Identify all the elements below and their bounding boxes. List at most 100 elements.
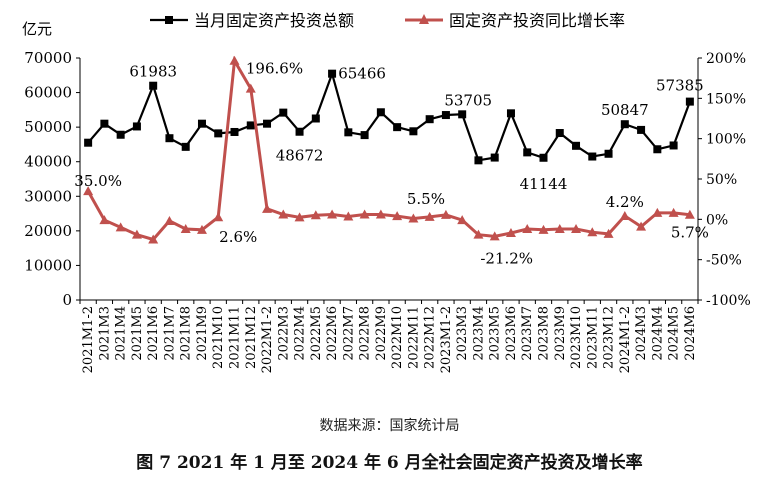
point-marker-total [506,109,515,118]
left-tick-label: 10000 [24,256,72,274]
legend-marker-growth [419,14,429,24]
point-marker-growth [148,234,159,244]
chart-frame: 0 10000 20000 30000 40000 50000 60000 70000 -100… [22,11,751,373]
x-tick-label: 2021M9 [195,306,210,361]
x-tick-label: 2021M8 [179,306,194,361]
point-marker-growth [131,229,142,239]
left-tick-label: 60000 [24,84,72,102]
point-marker-growth [115,222,126,232]
x-tick-label: 2023M4 [471,306,486,361]
point-marker-growth [359,209,370,219]
right-tick-label: 150% [706,91,746,107]
point-marker-total [539,153,548,162]
x-tick-label: 2023M12 [602,306,617,369]
point-marker-total [523,148,532,157]
left-tick-label: 70000 [24,49,72,67]
point-marker-total [555,129,564,138]
point-marker-total [490,153,499,162]
right-tick-label: 100% [706,132,746,148]
x-tick-label: 2023M7 [520,306,535,361]
point-marker-total [214,129,223,138]
x-tick-label: 2022M6 [325,306,340,361]
point-marker-total [572,141,581,150]
point-marker-growth [668,207,679,217]
point-marker-growth [343,211,354,221]
x-tick-label: 2021M12 [244,306,259,369]
point-marker-growth [440,209,451,219]
x-tick-label: 2022M4 [293,306,308,361]
data-label-growth: 35.0% [74,172,122,190]
y-unit-label: 亿元 [22,20,52,38]
x-tick-label: 2023M8 [537,306,552,361]
x-tick-label: 2022M3 [276,306,291,361]
point-marker-growth [278,209,289,219]
x-tick-label: 2022M5 [309,306,324,361]
point-marker-growth [294,212,305,222]
x-tick-label: 2021M5 [130,306,145,361]
figure-caption: 图 7 2021 年 1 月至 2024 年 6 月全社会固定资产投资及增长率 [136,453,643,473]
x-tick-label: 2023M6 [504,306,519,361]
point-marker-total [263,119,272,128]
point-marker-total [588,152,597,161]
right-tick-label: 50% [706,172,737,188]
point-marker-total [360,131,369,140]
point-marker-growth [587,227,598,237]
point-marker-growth [505,228,516,238]
point-marker-growth [473,229,484,239]
point-marker-total [181,142,190,151]
left-tick-label: 30000 [24,187,72,205]
point-marker-total [425,115,434,124]
x-tick-label: 2024M3 [634,306,649,361]
point-marker-growth [213,212,224,222]
point-marker-growth [489,231,500,241]
x-tick-label: 2024M6 [683,306,698,361]
x-tick-label: 2022M9 [374,306,389,361]
left-tick-label: 40000 [24,153,72,171]
x-tick-label: 2022M10 [390,306,405,369]
left-tick-label: 50000 [24,118,72,136]
x-tick-label: 2021M10 [211,306,226,369]
x-tick-label: 2024M1-2 [618,306,633,373]
point-marker-total [100,119,109,128]
x-tick-label: 2022M12 [423,306,438,369]
legend-marker-total [165,16,173,24]
x-tick-label: 2022M7 [341,306,356,361]
data-label-total: 53705 [444,91,492,109]
x-tick-label: 2023M3 [455,306,470,361]
point-marker-total [441,111,450,120]
point-marker-total [637,125,646,134]
point-marker-total [604,149,613,158]
chart: 0 10000 20000 30000 40000 50000 60000 70000 -100… [22,11,751,373]
point-marker-total [328,69,337,78]
point-marker-total [165,134,174,143]
point-marker-growth [554,224,565,234]
x-tick-label: 2021M4 [114,306,129,361]
data-label-growth: 196.6% [246,60,303,78]
point-marker-growth [603,228,614,238]
point-marker-growth [684,209,695,219]
point-marker-growth [392,211,403,221]
x-tick-label: 2022M8 [358,306,373,361]
point-marker-total [669,141,678,150]
right-tick-label: 200% [706,51,746,67]
point-marker-growth [457,215,468,225]
point-marker-total [230,127,239,136]
point-marker-total [84,138,93,147]
series-line-total [87,70,691,162]
right-tick-label: 0% [706,212,728,228]
point-marker-total [376,108,385,117]
data-label-total: 57385 [656,77,704,95]
x-tick-label: 2022M11 [406,306,421,369]
point-marker-growth [83,186,94,196]
series-line-growth [86,55,691,242]
point-marker-total [149,81,158,90]
point-marker-growth [408,213,419,223]
point-marker-total [409,127,418,136]
point-marker-growth [652,207,663,217]
point-marker-total [458,110,467,119]
point-marker-total [685,97,694,106]
right-tick-label: -50% [706,253,742,269]
data-label-total: 61983 [129,63,177,81]
point-marker-total [116,130,125,139]
point-marker-growth [522,224,533,234]
